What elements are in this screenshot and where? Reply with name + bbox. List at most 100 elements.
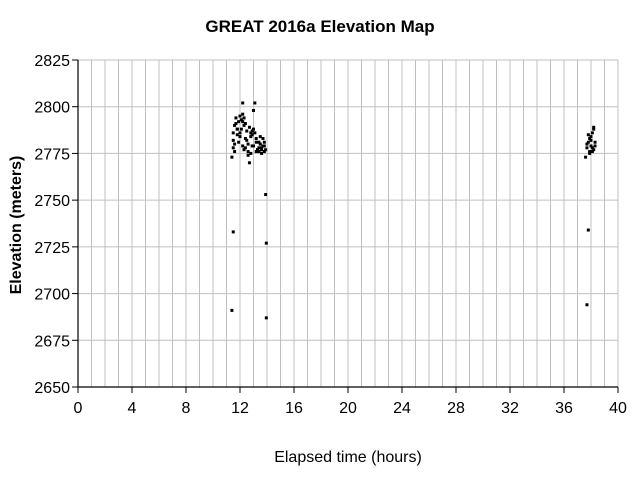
y-tick-label: 2775: [34, 146, 70, 163]
data-point: [589, 138, 593, 142]
data-point: [247, 161, 251, 165]
data-point: [593, 140, 597, 144]
data-point: [258, 142, 262, 146]
data-point: [231, 138, 235, 142]
data-point: [253, 101, 257, 105]
data-point: [592, 125, 596, 129]
data-point: [233, 123, 237, 127]
data-point: [230, 308, 234, 312]
data-point: [252, 144, 255, 148]
data-point: [238, 135, 242, 139]
grid-lines: [77, 59, 619, 388]
data-point: [261, 136, 265, 140]
data-point: [241, 120, 245, 124]
data-point: [230, 155, 234, 159]
x-tick-label: 32: [501, 400, 519, 417]
y-tick-label: 2675: [34, 333, 70, 350]
data-point: [231, 146, 235, 150]
data-point: [588, 151, 592, 155]
data-point: [242, 123, 246, 127]
x-tick-label: 28: [447, 400, 465, 417]
data-point: [243, 122, 247, 126]
x-tick-label: 0: [74, 400, 83, 417]
data-point: [264, 316, 268, 320]
data-point: [250, 129, 254, 133]
data-point: [586, 140, 590, 144]
y-tick-label: 2725: [34, 240, 70, 257]
data-point: [262, 150, 266, 154]
data-point: [247, 125, 251, 129]
data-point: [588, 136, 592, 140]
data-point: [246, 150, 250, 154]
data-point: [235, 127, 239, 131]
x-tick-label: 40: [609, 400, 627, 417]
y-axis-label: Elevation (meters): [8, 156, 25, 295]
data-point: [246, 142, 250, 146]
data-point: [585, 142, 589, 146]
chart-title: GREAT 2016a Elevation Map: [205, 17, 434, 36]
data-point: [258, 135, 262, 139]
data-point: [586, 228, 590, 232]
data-point: [588, 150, 592, 154]
data-point: [243, 146, 247, 150]
data-point: [260, 151, 264, 155]
data-point: [590, 131, 594, 135]
x-axis-label: Elapsed time (hours): [274, 449, 422, 466]
data-point: [264, 193, 268, 197]
data-point: [592, 148, 596, 152]
data-point: [264, 148, 268, 152]
data-point: [237, 140, 241, 144]
data-point: [241, 101, 245, 105]
data-point: [254, 140, 258, 144]
data-point: [249, 151, 253, 155]
x-tick-label: 20: [339, 400, 357, 417]
data-point: [590, 146, 594, 150]
data-point: [256, 148, 260, 152]
data-point: [233, 150, 237, 154]
x-tick-label: 36: [555, 400, 573, 417]
data-point: [237, 120, 241, 124]
data-point: [254, 150, 258, 154]
x-axis-ticks: 0 4 8 12 16 20 24 28 32 36 40: [74, 387, 627, 417]
data-point: [593, 144, 597, 148]
data-point: [231, 131, 235, 135]
x-tick-label: 12: [231, 400, 249, 417]
data-point: [241, 112, 245, 116]
data-point: [262, 144, 266, 148]
data-point: [238, 131, 242, 135]
data-point: [585, 146, 589, 150]
y-tick-label: 2800: [34, 100, 70, 117]
data-point: [257, 140, 261, 144]
data-point: [245, 138, 249, 142]
data-point: [235, 133, 239, 137]
data-point: [245, 129, 249, 133]
data-point: [246, 153, 250, 157]
x-tick-label: 16: [285, 400, 303, 417]
data-point: [231, 230, 235, 234]
data-point: [589, 135, 593, 139]
y-tick-label: 2700: [34, 287, 70, 304]
data-point: [254, 136, 258, 140]
x-tick-label: 8: [182, 400, 191, 417]
y-tick-label: 2750: [34, 193, 70, 210]
data-point: [250, 133, 254, 137]
data-point: [238, 114, 242, 118]
y-axis-ticks: 2650 2675 2700 2725 2750 2775 2800 2825: [34, 53, 78, 397]
data-point: [239, 127, 243, 131]
y-tick-label: 2825: [34, 53, 70, 70]
data-point: [243, 136, 247, 140]
data-point: [252, 108, 255, 112]
data-point: [234, 116, 238, 120]
data-point: [253, 131, 257, 135]
x-tick-label: 24: [393, 400, 411, 417]
data-point: [589, 144, 593, 148]
data-point: [252, 127, 255, 131]
data-point: [590, 150, 594, 154]
data-point: [264, 241, 268, 245]
data-point: [260, 148, 264, 152]
data-points: [230, 101, 597, 320]
data-point: [241, 144, 245, 148]
data-point: [584, 155, 588, 159]
data-point: [242, 116, 246, 120]
